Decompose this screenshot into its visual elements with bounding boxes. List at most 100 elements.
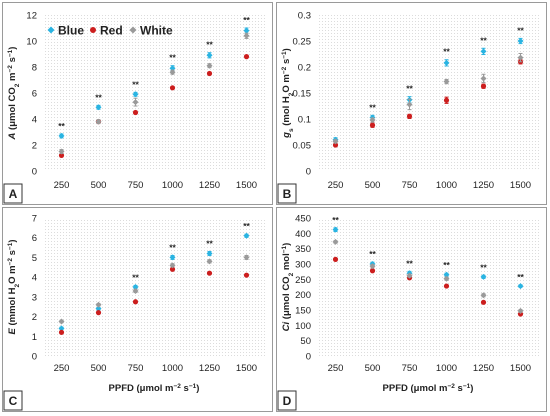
legend-label: Blue bbox=[58, 24, 84, 38]
data-point bbox=[243, 272, 250, 278]
significance-mark: ** bbox=[169, 242, 176, 252]
series-white bbox=[332, 238, 524, 314]
y-axis-title: gs (mol H2O m−2 s−1) bbox=[281, 48, 295, 139]
data-point bbox=[58, 152, 65, 158]
x-tick-label: 1250 bbox=[199, 363, 220, 374]
y-tick-label: 350 bbox=[295, 244, 311, 255]
significance-mark: ** bbox=[95, 92, 102, 102]
significance-mark: ** bbox=[443, 47, 450, 57]
data-point bbox=[206, 258, 213, 265]
x-tick-label: 1500 bbox=[236, 363, 257, 374]
y-tick-label: 10 bbox=[26, 37, 37, 48]
panel-d: 0 50 100 150 200 250 300 350 400 450 250 500 750 1000… bbox=[276, 207, 547, 412]
x-axis-title: PPFD (μmol m−2 s−1) bbox=[383, 383, 474, 395]
data-point bbox=[206, 250, 213, 257]
x-tick-label: 500 bbox=[91, 180, 107, 191]
y-tick-label: 0.15 bbox=[293, 89, 312, 100]
y-tick-label: 0 bbox=[306, 352, 311, 363]
x-tick-label: 1500 bbox=[510, 180, 531, 191]
data-point bbox=[132, 91, 139, 98]
y-tick-label: 3 bbox=[32, 292, 37, 303]
y-tick-label: 100 bbox=[295, 321, 311, 332]
data-point bbox=[406, 113, 413, 119]
x-tick-label: 500 bbox=[365, 363, 381, 374]
x-tick-label: 1000 bbox=[436, 180, 457, 191]
panel-letter-box bbox=[277, 183, 297, 204]
data-point bbox=[406, 272, 413, 279]
y-tick-label: 450 bbox=[295, 214, 311, 225]
significance-mark: ** bbox=[517, 272, 524, 282]
y-axis-title: E (mmol H2O m−2 s−1) bbox=[7, 239, 21, 334]
data-point bbox=[443, 97, 450, 103]
y-tick-label: 0.2 bbox=[298, 63, 311, 74]
y-tick-label: 4 bbox=[32, 273, 37, 284]
x-tick-label: 250 bbox=[328, 363, 344, 374]
data-point bbox=[369, 117, 376, 124]
y-tick-label: 0 bbox=[306, 167, 311, 178]
data-point bbox=[58, 148, 65, 155]
x-tick-label: 1000 bbox=[162, 363, 183, 374]
y-tick-label: 12 bbox=[26, 11, 37, 22]
data-point bbox=[132, 99, 139, 106]
panel-letter-box bbox=[3, 390, 23, 411]
legend-label: White bbox=[140, 24, 173, 38]
x-tick-label: 1250 bbox=[473, 363, 494, 374]
data-point bbox=[443, 271, 450, 278]
x-tick-label: 750 bbox=[402, 363, 418, 374]
panel-letter-a: A bbox=[9, 187, 18, 201]
y-tick-label: 0.05 bbox=[293, 141, 312, 152]
data-point bbox=[95, 310, 102, 316]
data-point bbox=[132, 284, 139, 290]
panel-letter-c: C bbox=[9, 394, 18, 408]
y-tick-label: 7 bbox=[32, 214, 37, 225]
panel-a: 0 2 4 6 8 10 12 250 500 750 1000 1250 1500 A (μmol CO… bbox=[2, 2, 273, 205]
panel-c: 0 1 2 3 4 5 6 7 250 500 750 1000 1250 1500 E (mmol H2O… bbox=[2, 207, 273, 412]
x-tick-label: 1500 bbox=[510, 363, 531, 374]
x-tick-label: 750 bbox=[402, 180, 418, 191]
plot-area bbox=[317, 15, 539, 171]
x-tick-label: 250 bbox=[328, 180, 344, 191]
panel-letter-d: D bbox=[283, 394, 292, 408]
x-axis-title: PPFD (μmol m−2 s−1) bbox=[109, 383, 200, 395]
panel-b: 0 0.05 0.1 0.15 0.2 0.25 0.3 250 500 750 1000 1250 1… bbox=[276, 2, 547, 205]
data-point bbox=[169, 85, 176, 91]
data-point bbox=[243, 27, 250, 34]
panel-letter-box bbox=[277, 390, 297, 411]
chart-c: 0 1 2 3 4 5 6 7 250 500 750 1000 1250 1500 E (mmol H2O… bbox=[3, 214, 265, 411]
data-point bbox=[332, 138, 339, 145]
significance-mark: ** bbox=[443, 260, 450, 270]
significance-mark: ** bbox=[480, 35, 487, 45]
data-point bbox=[332, 142, 339, 148]
y-tick-label: 50 bbox=[300, 336, 311, 347]
data-point bbox=[95, 305, 102, 312]
y-tick-label: 0 bbox=[32, 352, 37, 363]
y-tick-label: 5 bbox=[32, 253, 37, 264]
legend-marker bbox=[129, 26, 137, 34]
data-point bbox=[206, 70, 213, 77]
y-tick-label: 400 bbox=[295, 229, 311, 240]
data-point bbox=[169, 266, 176, 272]
significance-mark: ** bbox=[406, 84, 413, 94]
y-tick-label: 150 bbox=[295, 306, 311, 317]
significance-mark: ** bbox=[243, 15, 250, 25]
y-tick-label: 8 bbox=[32, 63, 37, 74]
data-point bbox=[58, 318, 65, 325]
y-tick-label: 0.1 bbox=[298, 115, 311, 126]
x-tick-label: 750 bbox=[128, 180, 144, 191]
data-point bbox=[517, 54, 524, 61]
y-tick-label: 6 bbox=[32, 233, 37, 244]
data-point bbox=[443, 283, 450, 289]
data-point bbox=[369, 122, 376, 128]
data-point bbox=[517, 307, 524, 314]
x-tick-label: 500 bbox=[91, 363, 107, 374]
data-point bbox=[243, 232, 250, 239]
data-point bbox=[406, 101, 413, 108]
data-point bbox=[517, 311, 524, 317]
x-tick-label: 250 bbox=[54, 180, 70, 191]
y-tick-label: 6 bbox=[32, 89, 37, 100]
significance-mark: ** bbox=[169, 53, 176, 63]
data-point bbox=[369, 268, 376, 274]
chart-a: 0 2 4 6 8 10 12 250 500 750 1000 1250 1500 A (μmol CO… bbox=[3, 11, 265, 204]
data-point bbox=[169, 69, 176, 76]
